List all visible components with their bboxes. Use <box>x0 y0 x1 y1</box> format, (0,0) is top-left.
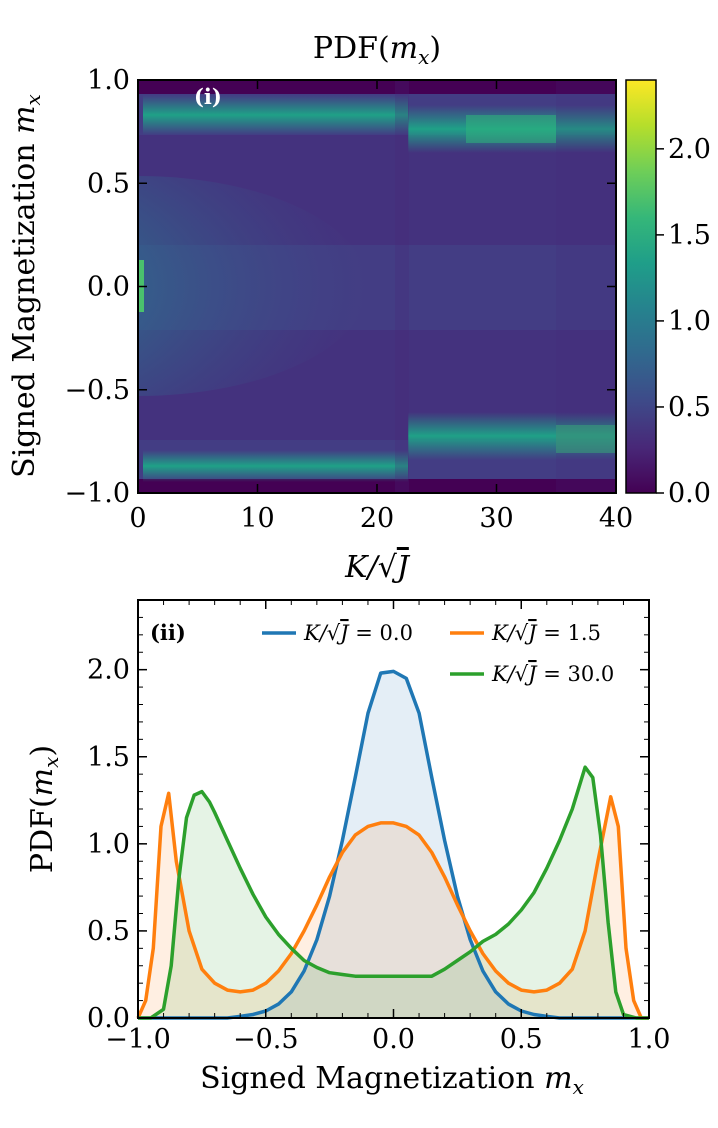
series-line-k1p5 <box>136 791 649 1020</box>
line-plot-x-tick-label: −0.5 <box>233 1024 299 1055</box>
heatmap-lower-ridge-peak <box>556 425 616 453</box>
heatmap-x-axis: 0 10 20 30 40 <box>129 80 633 534</box>
heatmap-x-tick-label: 20 <box>360 503 394 534</box>
heatmap-late-band <box>556 80 616 493</box>
line-plot-y-tick-label: 1.5 <box>87 742 130 773</box>
colorbar-axis: 0.0 0.5 1.0 1.5 2.0 <box>656 134 711 509</box>
line-plot-x-axis-title: Signed Magnetization mx <box>200 1061 584 1099</box>
colorbar-tick-label: 1.0 <box>668 306 711 337</box>
legend-label-k1p5: K/√J = 1.5 <box>491 621 601 645</box>
heatmap-x-tick-label: 30 <box>479 503 513 534</box>
line-plot-y-axis-title: PDF(mx) <box>25 745 63 873</box>
heatmap-x-tick-label: 10 <box>240 503 274 534</box>
colorbar-tick-label: 0.0 <box>668 478 711 509</box>
heatmap-panel-label: (i) <box>194 84 222 109</box>
series-line-k30 <box>138 765 649 1020</box>
heatmap-transition-band <box>395 80 409 493</box>
heatmap-x-axis-title: K/√J <box>344 550 411 585</box>
colorbar <box>625 79 657 494</box>
line-plot-fills <box>138 671 649 1018</box>
series-fill-k1p5 <box>138 793 649 1018</box>
heatmap-title: PDF(mx) <box>313 31 441 69</box>
heatmap-upper-ridge-small-k <box>143 95 408 135</box>
heatmap-x-tick-label: 0 <box>129 503 146 534</box>
line-plot-x-tick-label: 1.0 <box>628 1024 671 1055</box>
heatmap-y-axis-title: Signed Magnetization mx <box>7 94 45 478</box>
heatmap-y-tick-label: 0.5 <box>87 168 130 199</box>
line-plot-panel-label: (ii) <box>150 620 186 645</box>
line-plot-x-tick-label: 0.5 <box>500 1024 543 1055</box>
heatmap-center-density <box>138 176 368 396</box>
line-plot-y-tick-label: 0.5 <box>87 916 130 947</box>
heatmap-y-tick-label: −1.0 <box>64 478 130 509</box>
line-plot-x-axis: −1.0 −0.5 0.0 0.5 1.0 <box>105 600 670 1055</box>
line-plot-x-tick-label: 0.0 <box>372 1024 415 1055</box>
legend: K/√J = 0.0 K/√J = 1.5 K/√J = 30.0 <box>262 621 614 686</box>
heatmap-y-tick-label: 0.0 <box>87 272 130 303</box>
line-plot-y-tick-label: 2.0 <box>87 655 130 686</box>
line-plot-y-axis: 0.0 0.5 1.0 1.5 2.0 <box>87 599 649 1034</box>
heatmap-lower-ridge-small-k <box>143 450 408 482</box>
series-fill-k30 <box>138 767 649 1018</box>
heatmap-y-tick-label: −0.5 <box>64 375 130 406</box>
line-plot-x-tick-label: −1.0 <box>105 1024 171 1055</box>
legend-label-k0: K/√J = 0.0 <box>303 621 413 645</box>
heatmap-y-tick-label: 1.0 <box>87 65 130 96</box>
heatmap-x-tick-label: 40 <box>599 503 633 534</box>
colorbar-tick-label: 1.5 <box>668 220 711 251</box>
colorbar-tick-label: 0.5 <box>668 392 711 423</box>
series-fill-k0 <box>138 671 649 1018</box>
line-plot-y-tick-label: 0.0 <box>87 1003 130 1034</box>
heatmap-y-axis: 1.0 0.5 0.0 −0.5 −1.0 <box>64 65 616 509</box>
line-plot-y-tick-label: 1.0 <box>87 829 130 860</box>
legend-label-k30: K/√J = 30.0 <box>491 662 614 686</box>
heatmap-upper-ridge-peak <box>466 115 556 143</box>
colorbar-tick-label: 2.0 <box>668 134 711 165</box>
